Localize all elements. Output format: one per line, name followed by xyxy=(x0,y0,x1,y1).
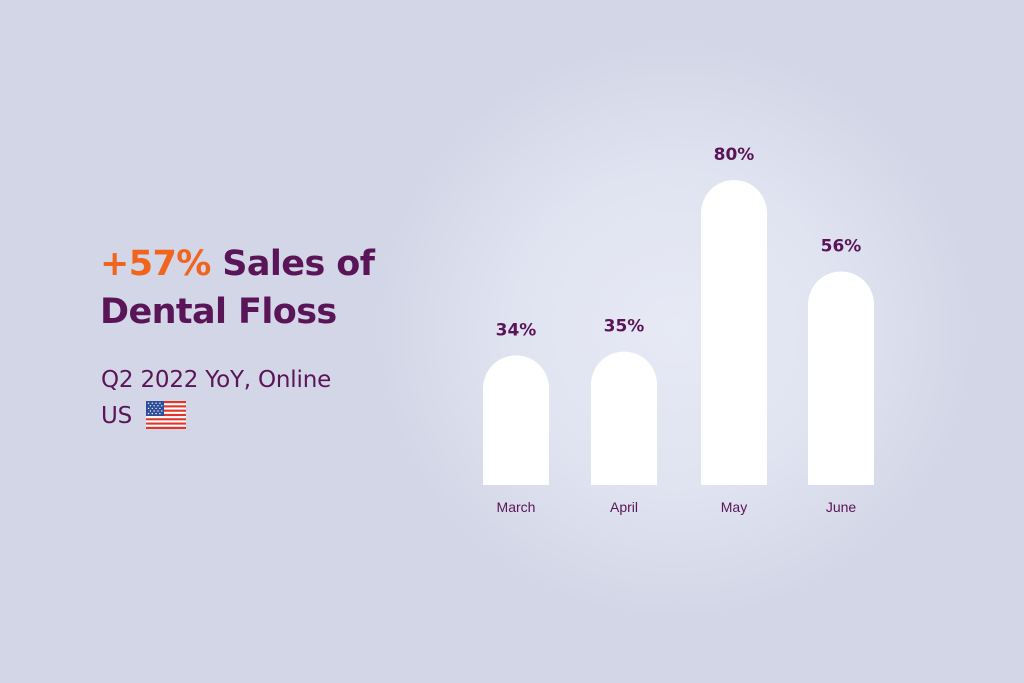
us-flag-icon xyxy=(146,400,187,429)
value-label-may: 80% xyxy=(714,145,755,165)
headline-accent: +57% xyxy=(100,244,211,284)
subtitle-region: US xyxy=(101,398,331,434)
value-label-march: 34% xyxy=(496,320,537,340)
value-label-april: 35% xyxy=(604,317,645,337)
subtitle-region-text: US xyxy=(101,403,133,429)
category-label-june: June xyxy=(826,499,857,515)
category-label-march: March xyxy=(497,499,536,515)
category-label-may: May xyxy=(721,499,747,515)
subtitle-period: Q2 2022 YoY, Online xyxy=(101,367,332,393)
bar-may xyxy=(701,180,767,485)
headline: +57% Sales of Dental Floss xyxy=(100,240,375,336)
bar-march xyxy=(483,355,549,485)
value-label-june: 56% xyxy=(821,237,862,257)
subtitle: Q2 2022 YoY, Online US xyxy=(101,362,331,434)
headline-rest: Sales of xyxy=(210,244,375,284)
bar-april xyxy=(591,351,657,485)
bar-june xyxy=(808,271,874,485)
headline-line2: Dental Floss xyxy=(100,292,337,332)
category-label-april: April xyxy=(610,499,638,515)
